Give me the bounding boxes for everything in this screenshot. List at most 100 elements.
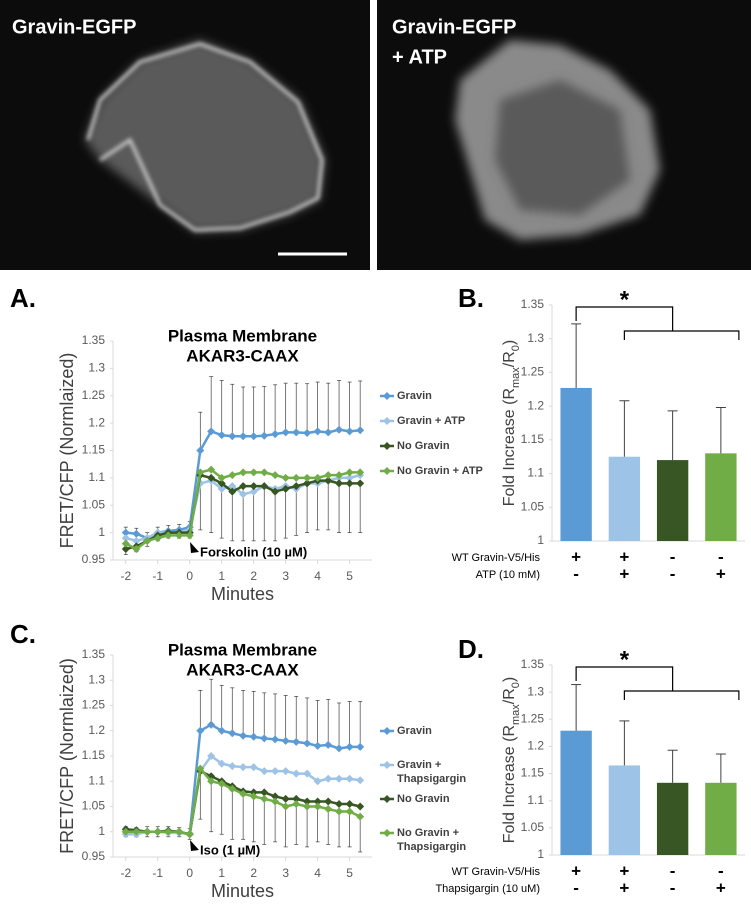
row-label: ATP (10 mM) (476, 569, 540, 581)
legend-label: Gravin + ATP (397, 415, 466, 427)
row-mark: + (619, 547, 629, 566)
y-tick-label: 1.25 (521, 365, 545, 379)
marker (239, 482, 248, 491)
marker (260, 431, 269, 440)
marker (281, 428, 290, 437)
y-tick-label: 1.05 (521, 820, 545, 834)
y-tick-label: 1.15 (82, 748, 106, 762)
marker (281, 736, 290, 745)
error-bar (305, 483, 310, 533)
marker (335, 774, 344, 783)
marker (356, 742, 365, 751)
marker (228, 482, 237, 491)
marker (313, 473, 322, 482)
x-tick-label: 5 (346, 866, 353, 880)
row-mark: - (573, 564, 579, 583)
x-tick-label: 3 (282, 569, 289, 583)
chart-subtitle: AKAR3-CAAX (186, 346, 299, 365)
marker (345, 427, 354, 436)
marker (324, 740, 333, 749)
marker (292, 428, 301, 437)
error-bar (337, 380, 342, 430)
marker (249, 788, 258, 797)
marker (335, 479, 344, 488)
marker (164, 827, 173, 836)
error-bar (347, 381, 352, 432)
row-mark: + (716, 564, 726, 583)
y-axis-label: Fold Increase (Rmax/R0) (501, 340, 522, 507)
micrograph-left: Gravin-EGFP (0, 0, 370, 270)
legend-marker (383, 761, 391, 769)
marker (335, 807, 344, 816)
marker (175, 531, 184, 540)
y-tick-label: 1.2 (527, 398, 544, 412)
error-bar (347, 701, 352, 747)
marker (260, 788, 269, 797)
y-tick-label: 1 (537, 533, 544, 547)
error-bar (305, 697, 310, 744)
marker (228, 487, 237, 496)
marker (345, 799, 354, 808)
marker (292, 769, 301, 778)
bar (705, 782, 737, 855)
panel-label: C. (10, 619, 36, 649)
marker (228, 784, 237, 793)
row-mark: - (718, 547, 724, 566)
marker (335, 799, 344, 808)
marker (207, 777, 216, 786)
marker (121, 534, 130, 543)
marker (303, 802, 312, 811)
error-bar (294, 382, 299, 433)
marker (281, 473, 290, 482)
error-bar (294, 696, 299, 742)
y-tick-label: 1.25 (82, 388, 106, 402)
marker (249, 732, 258, 741)
x-tick-label: 0 (186, 569, 193, 583)
marker (239, 468, 248, 477)
marker (121, 827, 130, 836)
legend-item: No Gravin + Thapsigargin (397, 827, 466, 853)
significance-bracket (575, 306, 740, 340)
marker (249, 482, 258, 491)
marker (292, 799, 301, 808)
marker (345, 479, 354, 488)
marker (281, 802, 290, 811)
chart-subtitle: AKAR3-CAAX (186, 660, 299, 679)
x-tick-label: 4 (314, 866, 321, 880)
legend-marker (383, 417, 391, 425)
error-bar (251, 691, 256, 737)
marker (239, 490, 248, 499)
error-bar (315, 700, 320, 746)
y-tick-label: 1.3 (88, 672, 105, 686)
image-label: Gravin-EGFP (12, 16, 136, 38)
marker (121, 528, 130, 537)
marker (313, 741, 322, 750)
row-mark: - (573, 878, 579, 897)
error-bar (326, 699, 331, 745)
legend-label: No Gravin + ATP (397, 465, 483, 477)
y-tick-label: 1.35 (521, 657, 545, 671)
y-axis-label-part: /R (501, 351, 518, 367)
row-label: WT Gravin-V5/His (452, 552, 541, 564)
y-tick-label: 1.1 (88, 773, 105, 787)
y-tick-label: 1.3 (527, 331, 544, 345)
marker (228, 729, 237, 738)
legend-label: Gravin (397, 725, 432, 737)
panel-label: B. (458, 283, 484, 313)
marker (260, 468, 269, 477)
error-bar (667, 749, 678, 783)
error-bar (347, 811, 352, 848)
x-tick-label: 1 (218, 866, 225, 880)
marker (228, 471, 237, 480)
marker (345, 774, 354, 783)
marker (324, 428, 333, 437)
error-bar (326, 480, 331, 531)
y-axis-label-part: ) (501, 340, 518, 345)
y-tick-label: 1.15 (521, 432, 545, 446)
error-bar (294, 486, 299, 536)
row-mark: + (619, 564, 629, 583)
marker (292, 794, 301, 803)
marker (292, 473, 301, 482)
y-tick-label: 1.05 (82, 497, 106, 511)
marker (324, 797, 333, 806)
